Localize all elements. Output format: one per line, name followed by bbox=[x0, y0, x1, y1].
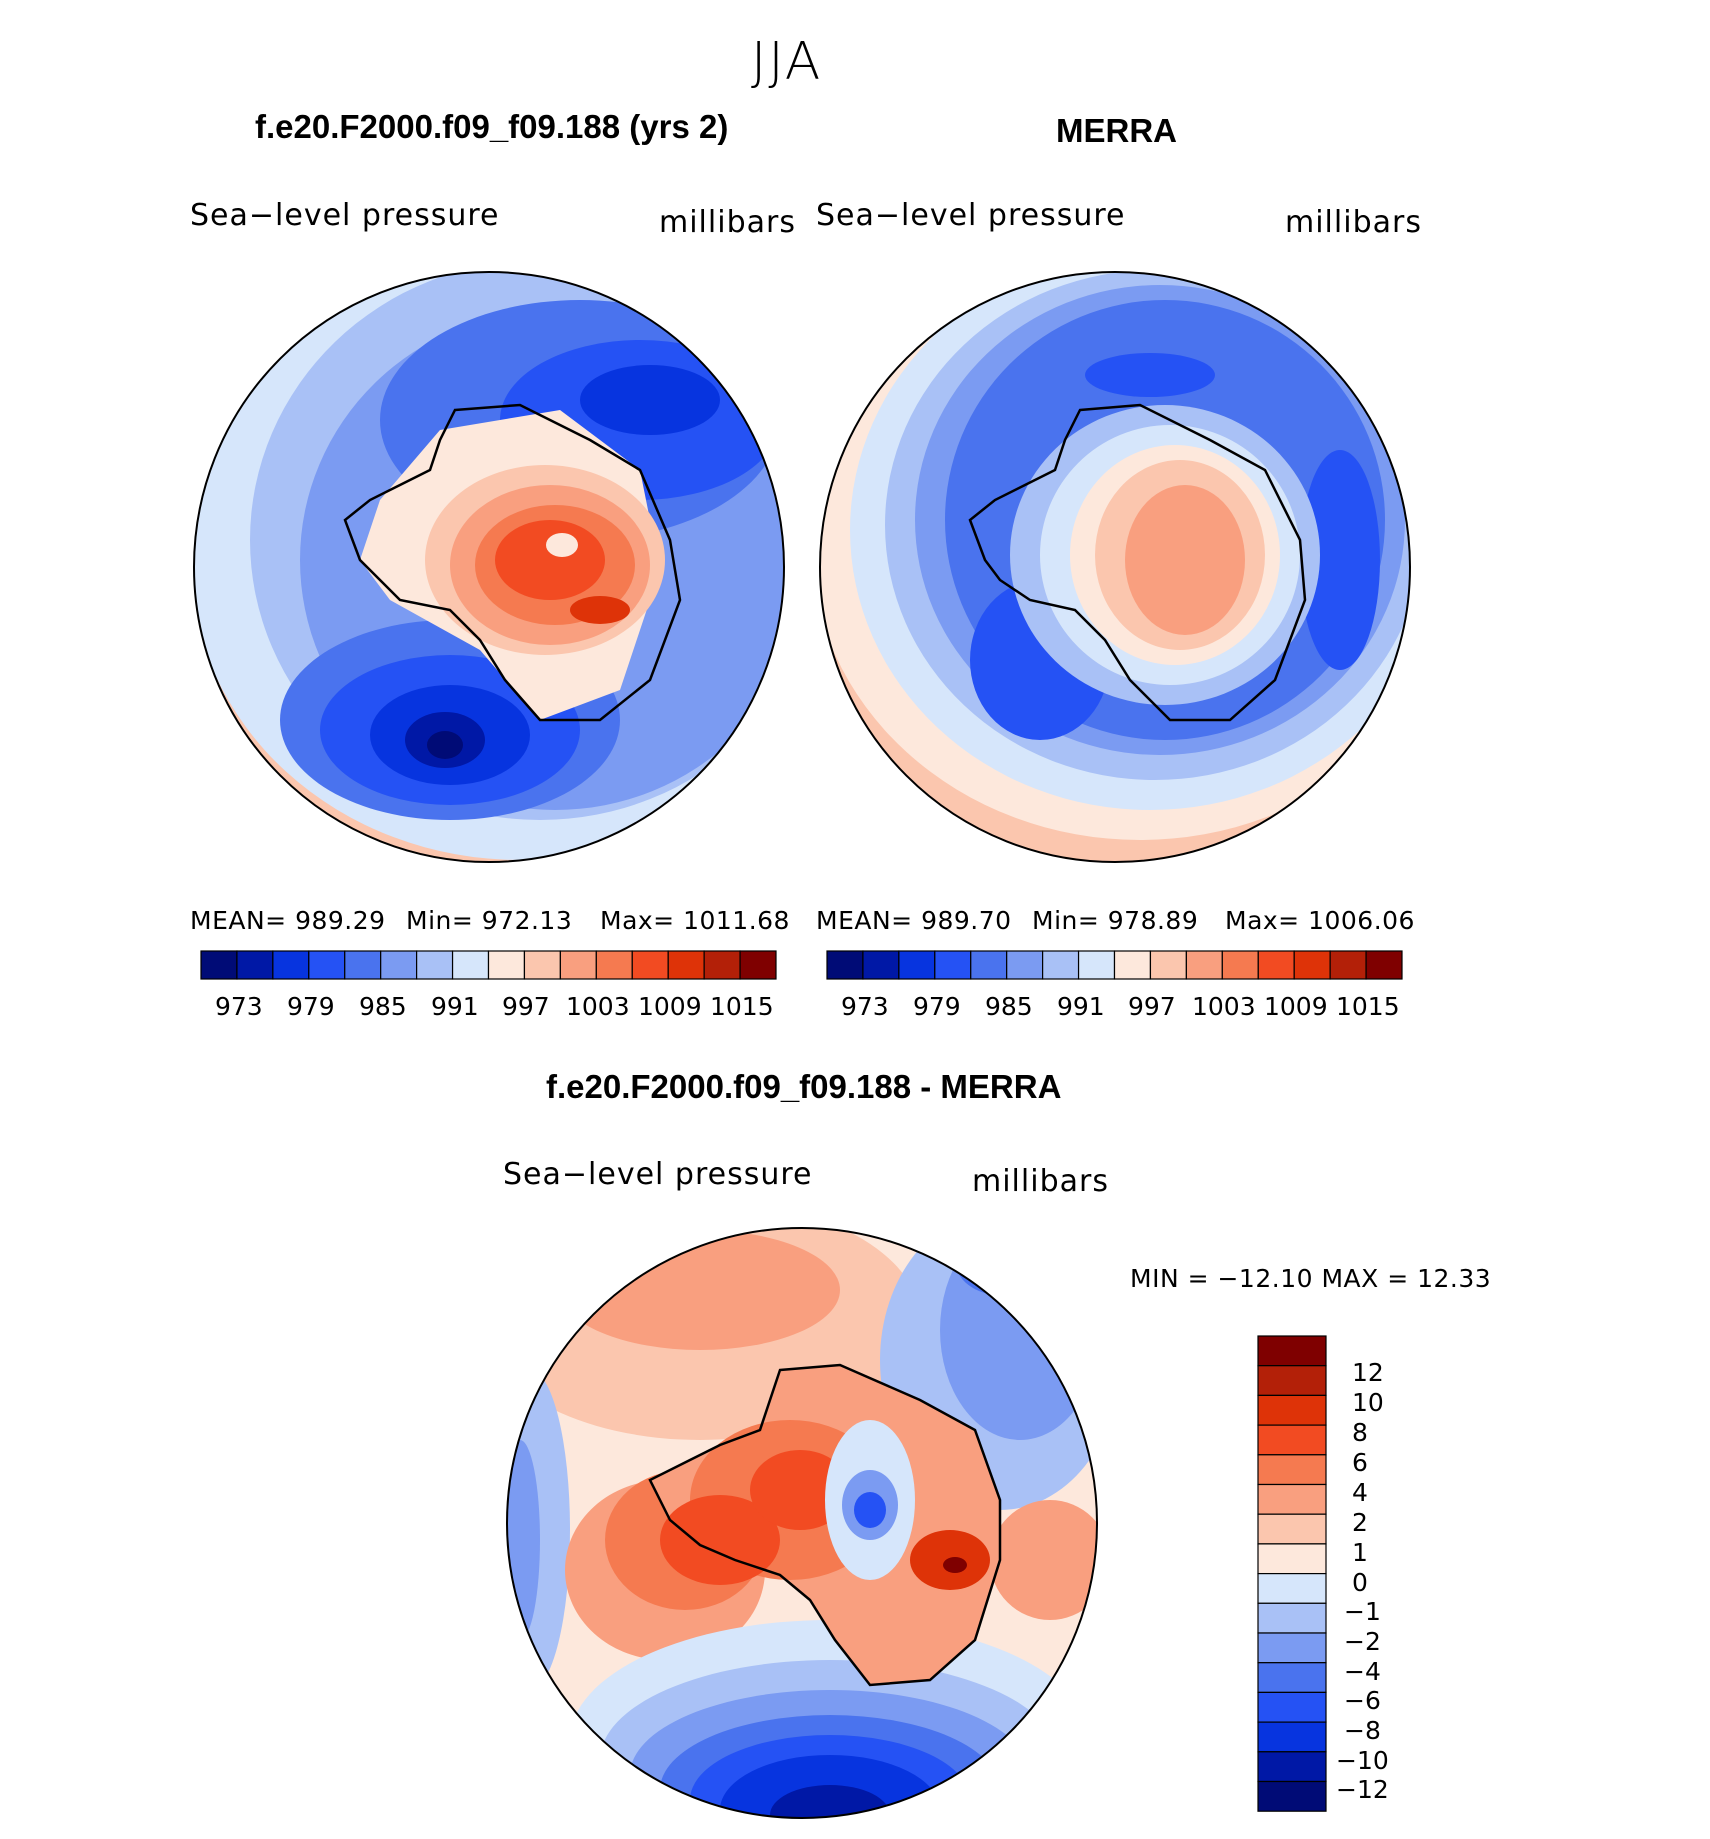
colorbar-swatch bbox=[200, 950, 238, 980]
colorbar-swatch bbox=[1257, 1394, 1327, 1426]
colorbar-swatch bbox=[934, 950, 972, 980]
colorbar-swatch bbox=[1042, 950, 1080, 980]
colorbar-swatch bbox=[1257, 1691, 1327, 1723]
colorbar-tick: 2 bbox=[1352, 1508, 1368, 1537]
colorbar-tick: 1009 bbox=[1264, 992, 1328, 1021]
model-panel-title: f.e20.F2000.f09_f09.188 (yrs 2) bbox=[255, 108, 729, 145]
model-field bbox=[194, 272, 784, 862]
diff-panel-title: f.e20.F2000.f09_f09.188 - MERRA bbox=[546, 1068, 1062, 1105]
colorbar-swatch bbox=[1257, 1780, 1327, 1812]
colorbar-swatch bbox=[1149, 950, 1187, 980]
colorbar-tick: 0 bbox=[1352, 1568, 1368, 1597]
colorbar-tick: 979 bbox=[287, 992, 335, 1021]
colorbar-tick: 1 bbox=[1352, 1538, 1368, 1567]
merra-max: Max= 1006.06 bbox=[1225, 906, 1415, 935]
merra-coastline bbox=[968, 403, 1307, 722]
colorbar-swatch bbox=[487, 950, 526, 980]
colorbar-swatch bbox=[1365, 950, 1403, 980]
colorbar-swatch bbox=[1185, 950, 1223, 980]
colorbar-tick: 6 bbox=[1352, 1448, 1368, 1477]
merra-panel-title: MERRA bbox=[1056, 112, 1177, 149]
colorbar-swatch bbox=[523, 950, 561, 980]
colorbar-swatch bbox=[898, 950, 936, 980]
colorbar-tick: −4 bbox=[1344, 1657, 1381, 1686]
diff-coastline bbox=[648, 1363, 1002, 1687]
colorbar-tick: 979 bbox=[913, 992, 961, 1021]
colorbar-swatch bbox=[380, 950, 418, 980]
colorbar-tick: −12 bbox=[1336, 1775, 1389, 1804]
merra-min: Min= 978.89 bbox=[1032, 906, 1199, 935]
colorbar-tick: −6 bbox=[1344, 1686, 1381, 1715]
colorbar-tick: −8 bbox=[1344, 1716, 1381, 1745]
colorbar-tick: 991 bbox=[431, 992, 479, 1021]
colorbar-swatch bbox=[1257, 1572, 1327, 1604]
colorbar-tick: −1 bbox=[1344, 1597, 1381, 1626]
colorbar-swatch bbox=[1257, 1483, 1327, 1515]
colorbar-tick: 1003 bbox=[1192, 992, 1256, 1021]
colorbar-swatch bbox=[1257, 1424, 1327, 1456]
colorbar-swatch bbox=[1257, 1602, 1327, 1634]
colorbar-swatch bbox=[1293, 950, 1331, 980]
colorbar-tick: 997 bbox=[1128, 992, 1176, 1021]
diff-variable-label: Sea−level pressure bbox=[503, 1157, 813, 1192]
colorbar-tick: 1003 bbox=[566, 992, 630, 1021]
colorbar-tick: 973 bbox=[215, 992, 263, 1021]
colorbar-tick: 1015 bbox=[1336, 992, 1400, 1021]
colorbar-tick: 997 bbox=[502, 992, 550, 1021]
colorbar-swatch bbox=[1257, 1513, 1327, 1545]
colorbar-swatch bbox=[1257, 1662, 1327, 1693]
merra-mean: MEAN= 989.70 bbox=[816, 906, 1012, 935]
colorbar-swatch bbox=[595, 950, 633, 980]
colorbar-tick: 10 bbox=[1352, 1388, 1384, 1417]
colorbar-swatch bbox=[1257, 1721, 1327, 1753]
diff-units-label: millibars bbox=[972, 1164, 1109, 1199]
merra-field bbox=[820, 272, 1410, 862]
diff-minmax: MIN = −12.10 MAX = 12.33 bbox=[1130, 1264, 1492, 1293]
colorbar-swatch bbox=[1257, 1454, 1327, 1486]
colorbar-swatch bbox=[1257, 1543, 1327, 1575]
colorbar-tick: 1009 bbox=[638, 992, 702, 1021]
colorbar-swatch bbox=[1006, 950, 1044, 980]
colorbar-swatch bbox=[739, 950, 777, 980]
colorbar-swatch bbox=[1329, 950, 1367, 980]
colorbar-swatch bbox=[1257, 1751, 1327, 1783]
colorbar-tick: 985 bbox=[985, 992, 1033, 1021]
colorbar-tick: 4 bbox=[1352, 1478, 1368, 1507]
colorbar-tick: −10 bbox=[1336, 1746, 1389, 1775]
colorbar-swatch bbox=[631, 950, 669, 980]
colorbar-swatch bbox=[703, 950, 741, 980]
model-variable-label: Sea−level pressure bbox=[190, 198, 500, 233]
model-min: Min= 972.13 bbox=[406, 906, 573, 935]
colorbar-tick: 12 bbox=[1352, 1358, 1384, 1387]
colorbar-tick: 985 bbox=[359, 992, 407, 1021]
model-units-label: millibars bbox=[659, 205, 796, 240]
merra-variable-label: Sea−level pressure bbox=[816, 198, 1126, 233]
model-max: Max= 1011.68 bbox=[600, 906, 790, 935]
colorbar-swatch bbox=[1221, 950, 1259, 980]
colorbar-tick: 991 bbox=[1057, 992, 1105, 1021]
merra-units-label: millibars bbox=[1285, 205, 1422, 240]
colorbar-swatch bbox=[970, 950, 1008, 980]
season-title: JJA bbox=[751, 32, 823, 92]
colorbar-swatch bbox=[1257, 1365, 1327, 1396]
colorbar-tick: 973 bbox=[841, 992, 889, 1021]
model-mean: MEAN= 989.29 bbox=[190, 906, 386, 935]
colorbar-tick: 1015 bbox=[710, 992, 774, 1021]
colorbar-swatch bbox=[1257, 1632, 1327, 1664]
colorbar-tick: −2 bbox=[1344, 1627, 1381, 1656]
colorbar-swatch bbox=[826, 950, 864, 980]
colorbar-swatch bbox=[1257, 1335, 1327, 1367]
colorbar-tick: 8 bbox=[1352, 1418, 1368, 1447]
model-coastline bbox=[343, 403, 682, 722]
colorbar-swatch bbox=[416, 950, 454, 980]
